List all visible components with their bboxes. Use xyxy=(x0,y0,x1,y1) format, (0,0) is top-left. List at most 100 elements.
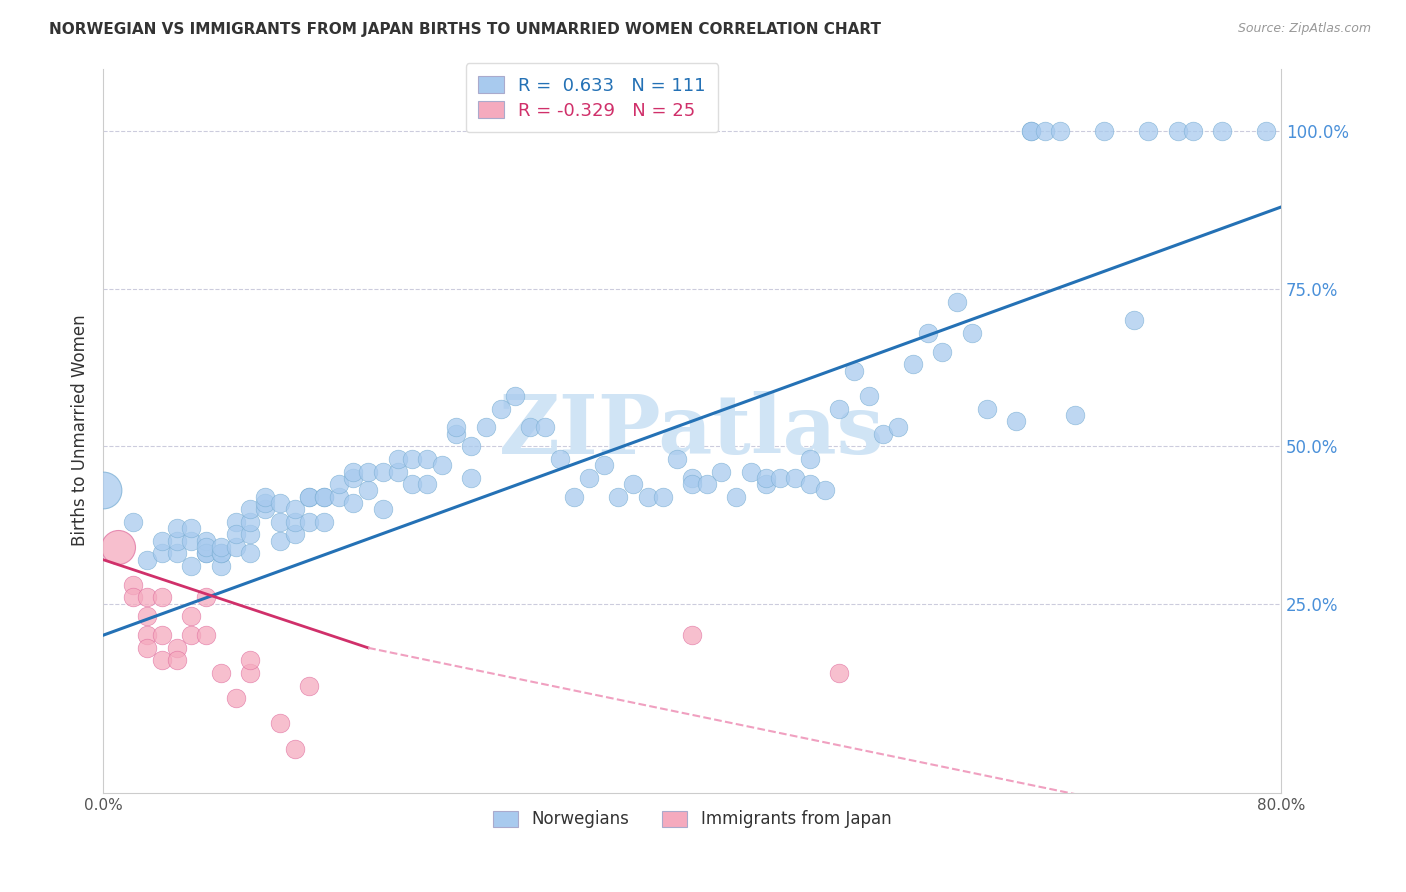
Point xyxy=(328,477,350,491)
Point xyxy=(342,496,364,510)
Point xyxy=(1019,124,1042,138)
Point xyxy=(269,533,291,548)
Point xyxy=(681,477,703,491)
Point xyxy=(357,483,380,498)
Point xyxy=(166,533,188,548)
Point xyxy=(828,401,851,416)
Point xyxy=(269,515,291,529)
Point xyxy=(225,515,247,529)
Point xyxy=(269,716,291,731)
Point xyxy=(755,471,778,485)
Point xyxy=(342,471,364,485)
Point xyxy=(446,420,468,434)
Point xyxy=(1035,124,1057,138)
Point xyxy=(239,527,262,541)
Point xyxy=(416,451,439,466)
Point xyxy=(239,653,262,667)
Point xyxy=(283,502,305,516)
Point xyxy=(1122,313,1144,327)
Point xyxy=(799,451,821,466)
Point xyxy=(842,364,865,378)
Point xyxy=(136,609,159,624)
Point xyxy=(592,458,614,473)
Point xyxy=(1256,124,1278,138)
Point xyxy=(342,465,364,479)
Point xyxy=(166,653,188,667)
Point xyxy=(91,483,114,498)
Point xyxy=(430,458,453,473)
Point xyxy=(755,477,778,491)
Point xyxy=(681,471,703,485)
Point xyxy=(562,490,585,504)
Point xyxy=(195,533,218,548)
Point xyxy=(519,420,541,434)
Point xyxy=(960,326,983,340)
Point xyxy=(195,546,218,560)
Point xyxy=(312,490,335,504)
Point xyxy=(828,666,851,681)
Point xyxy=(283,741,305,756)
Point xyxy=(371,502,394,516)
Point xyxy=(637,490,659,504)
Point xyxy=(166,521,188,535)
Point xyxy=(1092,124,1115,138)
Point xyxy=(121,578,143,592)
Point xyxy=(195,628,218,642)
Point xyxy=(858,389,880,403)
Point xyxy=(460,471,482,485)
Point xyxy=(180,521,202,535)
Point xyxy=(239,546,262,560)
Point xyxy=(607,490,630,504)
Point xyxy=(180,628,202,642)
Point xyxy=(298,515,321,529)
Point xyxy=(371,465,394,479)
Point xyxy=(107,540,129,554)
Point xyxy=(225,691,247,706)
Point xyxy=(121,591,143,605)
Point xyxy=(1137,124,1160,138)
Point xyxy=(136,552,159,566)
Point xyxy=(710,465,733,479)
Point xyxy=(872,426,894,441)
Point xyxy=(283,527,305,541)
Point xyxy=(121,515,143,529)
Point xyxy=(401,477,423,491)
Point xyxy=(416,477,439,491)
Point xyxy=(1049,124,1071,138)
Point xyxy=(505,389,527,403)
Point xyxy=(1005,414,1028,428)
Point xyxy=(681,628,703,642)
Point xyxy=(239,666,262,681)
Point xyxy=(666,451,689,466)
Point xyxy=(180,533,202,548)
Y-axis label: Births to Unmarried Women: Births to Unmarried Women xyxy=(72,315,89,547)
Point xyxy=(401,451,423,466)
Point xyxy=(150,653,173,667)
Point xyxy=(931,344,953,359)
Point xyxy=(460,439,482,453)
Point xyxy=(621,477,644,491)
Point xyxy=(166,640,188,655)
Point xyxy=(150,591,173,605)
Point xyxy=(740,465,762,479)
Point xyxy=(180,558,202,573)
Point xyxy=(312,490,335,504)
Point xyxy=(195,546,218,560)
Point xyxy=(813,483,835,498)
Point xyxy=(976,401,998,416)
Text: NORWEGIAN VS IMMIGRANTS FROM JAPAN BIRTHS TO UNMARRIED WOMEN CORRELATION CHART: NORWEGIAN VS IMMIGRANTS FROM JAPAN BIRTH… xyxy=(49,22,882,37)
Point xyxy=(328,490,350,504)
Point xyxy=(901,358,924,372)
Point xyxy=(651,490,673,504)
Point xyxy=(209,666,232,681)
Legend: Norwegians, Immigrants from Japan: Norwegians, Immigrants from Japan xyxy=(486,804,898,835)
Point xyxy=(533,420,555,434)
Point xyxy=(446,426,468,441)
Point xyxy=(195,591,218,605)
Point xyxy=(387,465,409,479)
Point xyxy=(209,546,232,560)
Point xyxy=(166,546,188,560)
Point xyxy=(312,515,335,529)
Point xyxy=(254,490,277,504)
Point xyxy=(725,490,748,504)
